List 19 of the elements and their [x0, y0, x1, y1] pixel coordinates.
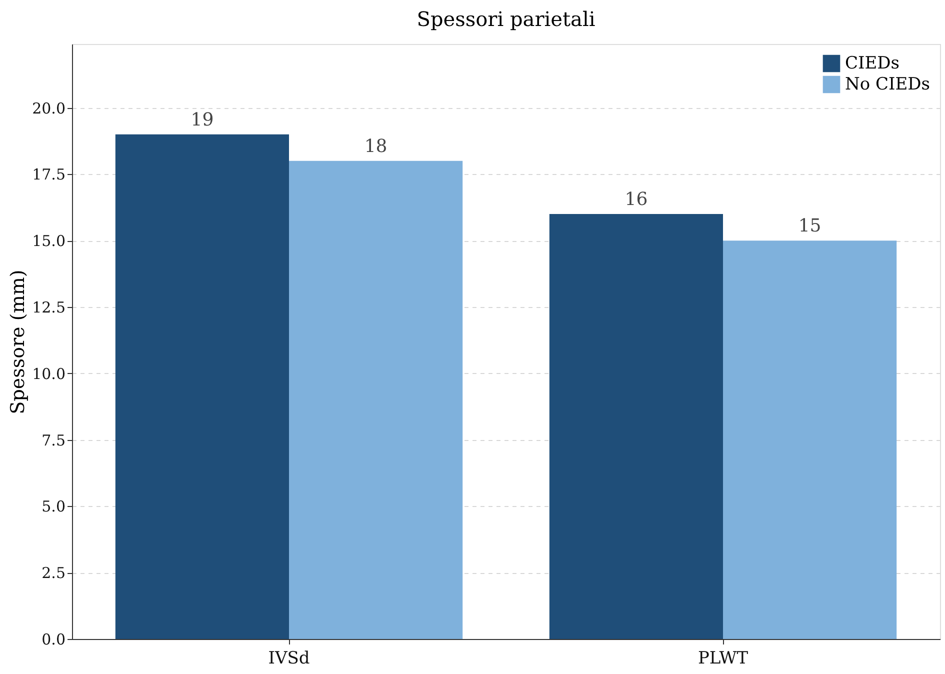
y-tick-label: 2.5 — [42, 564, 66, 582]
data-label: 19 — [190, 109, 214, 130]
data-label: 15 — [798, 216, 822, 237]
y-tick-label: 15.0 — [32, 232, 66, 250]
y-axis-title: Spessore (mm) — [7, 270, 30, 414]
x-tick-label: IVSd — [268, 648, 310, 668]
legend-label: No CIEDs — [845, 74, 930, 94]
y-tick-label: 17.5 — [32, 166, 66, 184]
y-tick-label: 7.5 — [42, 431, 66, 450]
y-tick-label: 5.0 — [42, 498, 66, 516]
data-label: 18 — [364, 136, 388, 157]
y-tick-label: 10.0 — [32, 364, 66, 383]
y-tick-label: 0.0 — [42, 630, 66, 648]
data-label: 16 — [624, 189, 648, 210]
y-tick-label: 20.0 — [32, 99, 66, 118]
legend-label: CIEDs — [845, 54, 900, 74]
chart-title: Spessori parietali — [416, 7, 596, 31]
y-tick-label: 12.5 — [32, 298, 66, 316]
x-tick-label: PLWT — [698, 648, 749, 668]
